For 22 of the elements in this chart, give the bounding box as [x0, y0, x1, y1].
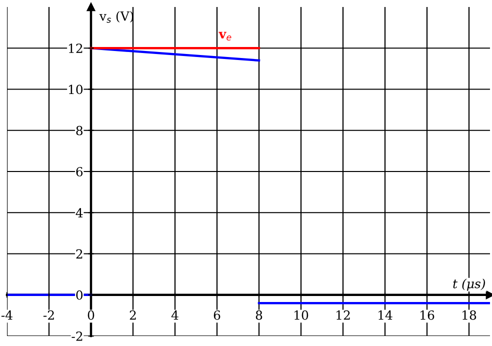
x-tick-label: -4	[1, 310, 12, 320]
y-tick-label: 4	[76, 208, 83, 218]
x-tick-label: 0	[88, 310, 94, 320]
x-axis-title: t (μs)	[453, 278, 486, 291]
x-tick-label: 4	[171, 310, 178, 320]
x-tick-label: 12	[336, 310, 350, 320]
x-tick-label: 18	[462, 310, 476, 320]
x-tick-label: 10	[294, 310, 308, 320]
y-tick-label: 0	[76, 290, 83, 300]
y-tick-label: 6	[76, 166, 83, 176]
x-tick-label: 16	[420, 310, 434, 320]
y-tick-label: 10	[68, 84, 83, 94]
x-tick-label: 6	[214, 310, 220, 320]
series-label: v$_{e}$	[218, 32, 232, 40]
x-tick-label: 8	[256, 310, 262, 320]
y-tick-label: 8	[76, 126, 83, 136]
y-tick-label: -2	[72, 331, 82, 341]
y-tick-label: 12	[68, 44, 82, 53]
x-tick-label: 2	[130, 310, 136, 320]
y-tick-label: 2	[76, 249, 82, 258]
x-tick-label: -2	[43, 310, 54, 320]
x-tick-label: 14	[378, 310, 392, 320]
